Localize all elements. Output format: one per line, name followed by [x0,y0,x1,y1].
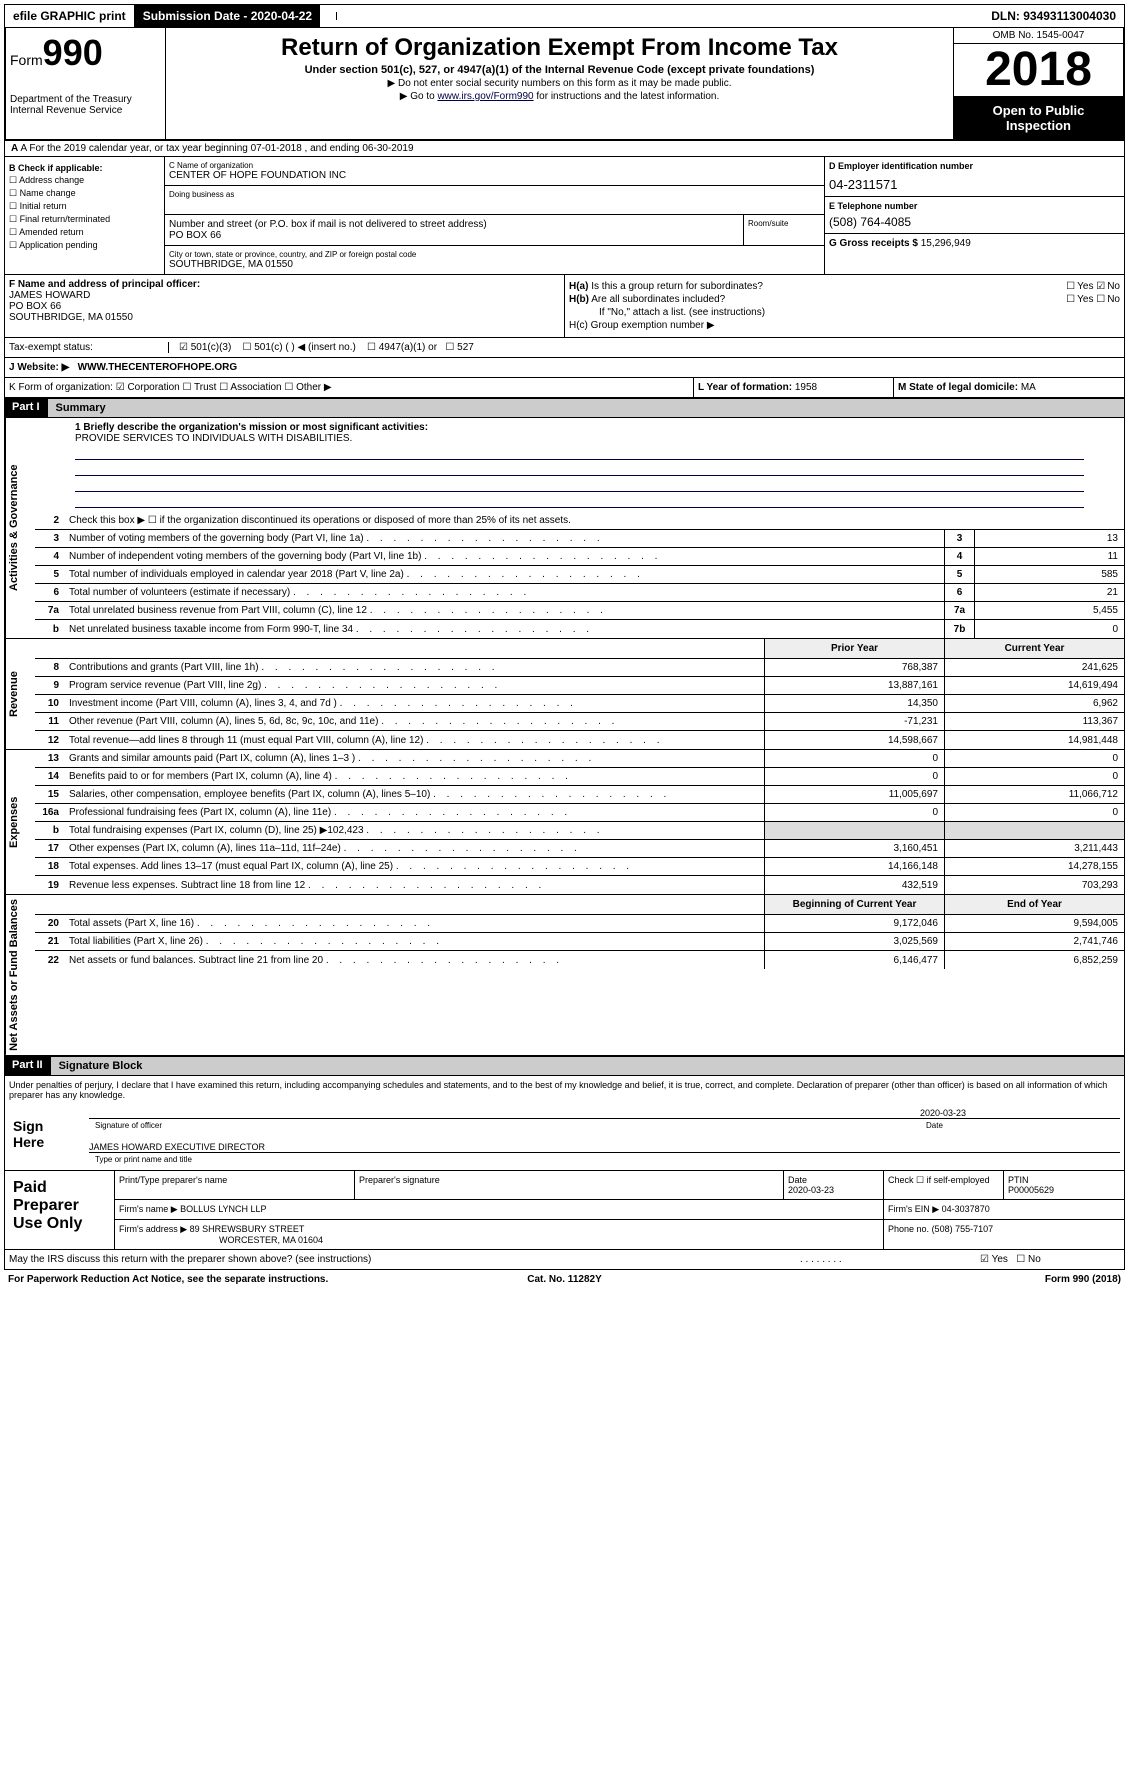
summary-line: 10Investment income (Part VIII, column (… [35,695,1124,713]
tax-status-row: Tax-exempt status: 501(c)(3) 501(c) ( ) … [4,338,1125,358]
summary-line: 18Total expenses. Add lines 13–17 (must … [35,858,1124,876]
ha: H(a) Is this a group return for subordin… [569,281,1120,292]
col-b-checkboxes: B Check if applicable: Address changeNam… [5,157,165,274]
summary-line: 15Salaries, other compensation, employee… [35,786,1124,804]
paid-preparer-block: Paid Preparer Use Only Print/Type prepar… [4,1171,1125,1250]
side-expenses: Expenses [5,750,35,894]
summary-line: 8Contributions and grants (Part VIII, li… [35,659,1124,677]
hb: H(b) Are all subordinates included? Yes … [569,294,1120,305]
summary-line: 11Other revenue (Part VIII, column (A), … [35,713,1124,731]
gross-cell: G Gross receipts $ 15,296,949 [825,234,1124,253]
top-bar: efile GRAPHIC print Submission Date - 20… [4,4,1125,28]
revenue-block: Revenue Prior Year Current Year 8Contrib… [4,639,1125,750]
chk-527: 527 [445,342,473,353]
summary-line: 3Number of voting members of the governi… [35,530,1124,548]
summary-line: 21Total liabilities (Part X, line 26) 3,… [35,933,1124,951]
tax-year: 2018 [954,44,1123,97]
dln: DLN: 93493113004030 [983,5,1124,27]
checkbox-item: Name change [9,188,160,199]
row-f: F Name and address of principal officer:… [4,275,1125,338]
summary-line: 2Check this box ▶ ☐ if the organization … [35,512,1124,530]
dba-cell: Doing business as [165,186,824,215]
summary-line: 9Program service revenue (Part VIII, lin… [35,677,1124,695]
current-year-hdr: Current Year [944,639,1124,658]
summary-line: 20Total assets (Part X, line 16) 9,172,0… [35,915,1124,933]
discuss-yes: Yes [980,1254,1008,1265]
summary-line: 7aTotal unrelated business revenue from … [35,602,1124,620]
chk-501c3: 501(c)(3) [179,342,231,353]
org-name: CENTER OF HOPE FOUNDATION INC [169,170,820,181]
prior-year-hdr: Prior Year [764,639,944,658]
hb-note: If "No," attach a list. (see instruction… [569,307,1120,318]
begin-year-hdr: Beginning of Current Year [764,895,944,914]
org-name-cell: C Name of organization CENTER OF HOPE FO… [165,157,824,186]
checkbox-item: Amended return [9,227,160,238]
footer: For Paperwork Reduction Act Notice, see … [4,1270,1125,1289]
summary-line: 6Total number of volunteers (estimate if… [35,584,1124,602]
summary-line: 14Benefits paid to or for members (Part … [35,768,1124,786]
discuss-row: May the IRS discuss this return with the… [4,1250,1125,1270]
submission-date: Submission Date - 2020-04-22 [135,5,320,27]
side-net: Net Assets or Fund Balances [5,895,35,1055]
room-cell: Room/suite [744,215,824,245]
open-public: Open to Public Inspection [954,97,1123,139]
mission: 1 Briefly describe the organization's mi… [35,418,1124,512]
hc: H(c) Group exemption number ▶ [569,320,1120,331]
form-number: Form990 [10,32,161,74]
omb: OMB No. 1545-0047 [954,28,1123,44]
expenses-block: Expenses 13Grants and similar amounts pa… [4,750,1125,895]
checkbox-item: Initial return [9,201,160,212]
efile-link[interactable]: efile GRAPHIC print [5,5,135,27]
ein-cell: D Employer identification number 04-2311… [825,157,1124,197]
chk-501c: 501(c) ( ) ◀ (insert no.) [242,342,355,353]
summary-line: 5Total number of individuals employed in… [35,566,1124,584]
spacer [320,12,337,20]
addr-cell: Number and street (or P.O. box if mail i… [165,215,744,245]
website-val: WWW.THECENTEROFHOPE.ORG [78,362,237,373]
website-row: J Website: ▶ WWW.THECENTEROFHOPE.ORG [4,358,1125,378]
summary-line: 12Total revenue—add lines 8 through 11 (… [35,731,1124,749]
form-title: Return of Organization Exempt From Incom… [172,34,947,62]
sign-here-label: Sign Here [9,1108,79,1166]
discuss-no: No [1016,1254,1041,1265]
summary-line: bNet unrelated business taxable income f… [35,620,1124,638]
side-revenue: Revenue [5,639,35,749]
signer-name: JAMES HOWARD EXECUTIVE DIRECTOR [89,1142,1120,1152]
tel-cell: E Telephone number (508) 764-4085 [825,197,1124,234]
summary-line: 16aProfessional fundraising fees (Part I… [35,804,1124,822]
net-assets-block: Net Assets or Fund Balances Beginning of… [4,895,1125,1056]
checkbox-item: Final return/terminated [9,214,160,225]
chk-4947: 4947(a)(1) or [367,342,437,353]
summary-line: 22Net assets or fund balances. Subtract … [35,951,1124,969]
perjury-text: Under penalties of perjury, I declare th… [9,1080,1120,1100]
form-header: Form990 Department of the Treasury Inter… [4,28,1125,141]
irs-link[interactable]: www.irs.gov/Form990 [437,91,533,102]
summary-line: 4Number of independent voting members of… [35,548,1124,566]
note-link: ▶ Go to www.irs.gov/Form990 for instruct… [172,91,947,102]
form-org: K Form of organization: ☑ Corporation ☐ … [5,378,694,397]
summary-line: 17Other expenses (Part IX, column (A), l… [35,840,1124,858]
part2-header: Part II Signature Block [4,1056,1125,1076]
row-k: K Form of organization: ☑ Corporation ☐ … [4,378,1125,398]
summary-line: 13Grants and similar amounts paid (Part … [35,750,1124,768]
part1-header: Part I Summary [4,398,1125,418]
note-ssn: ▶ Do not enter social security numbers o… [172,78,947,89]
officer-name: JAMES HOWARD [9,290,560,301]
row-a-period: A A For the 2019 calendar year, or tax y… [4,141,1125,157]
side-governance: Activities & Governance [5,418,35,638]
signature-block: Under penalties of perjury, I declare th… [4,1076,1125,1171]
summary-line: bTotal fundraising expenses (Part IX, co… [35,822,1124,840]
entity-grid: B Check if applicable: Address changeNam… [4,157,1125,275]
end-year-hdr: End of Year [944,895,1124,914]
dept: Department of the Treasury Internal Reve… [10,94,161,116]
subtitle: Under section 501(c), 527, or 4947(a)(1)… [172,64,947,76]
governance-block: Activities & Governance 1 Briefly descri… [4,418,1125,639]
checkbox-item: Application pending [9,240,160,251]
checkbox-item: Address change [9,175,160,186]
summary-line: 19Revenue less expenses. Subtract line 1… [35,876,1124,894]
city-cell: City or town, state or province, country… [165,246,824,274]
